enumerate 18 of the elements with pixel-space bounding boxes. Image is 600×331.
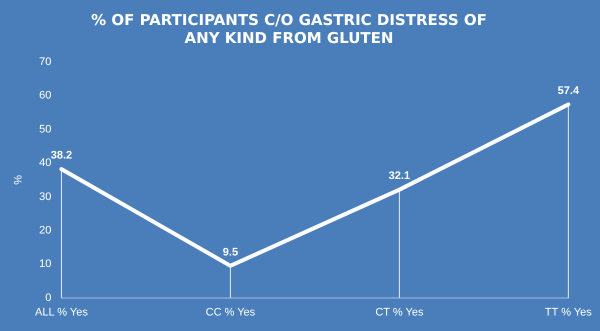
y-tick-label: 20 bbox=[39, 224, 52, 236]
y-tick-label: 40 bbox=[39, 157, 52, 170]
x-tick-label: CT % Yes bbox=[375, 306, 424, 318]
y-tick-label: 60 bbox=[39, 90, 52, 102]
x-tick-label: TT % Yes bbox=[544, 306, 592, 318]
y-tick-label: 50 bbox=[39, 123, 52, 136]
data-label: 57.4 bbox=[558, 84, 580, 97]
y-tick-label: 70 bbox=[39, 56, 52, 68]
data-label: 38.2 bbox=[50, 150, 72, 162]
y-tick-label: 10 bbox=[39, 258, 52, 270]
data-label: 32.1 bbox=[388, 170, 410, 182]
y-tick-label: 30 bbox=[39, 190, 52, 203]
y-tick-label: 0 bbox=[45, 292, 52, 304]
data-label: 9.5 bbox=[222, 246, 238, 258]
chart-title: % OF PARTICIPANTS C/O GASTRIC DISTRESS OF ANY KIND FROM GLUTEN bbox=[91, 10, 487, 47]
y-axis-title: % bbox=[12, 174, 25, 185]
x-tick-label: CC % Yes bbox=[206, 306, 256, 318]
x-tick-label: ALL % Yes bbox=[35, 306, 88, 318]
